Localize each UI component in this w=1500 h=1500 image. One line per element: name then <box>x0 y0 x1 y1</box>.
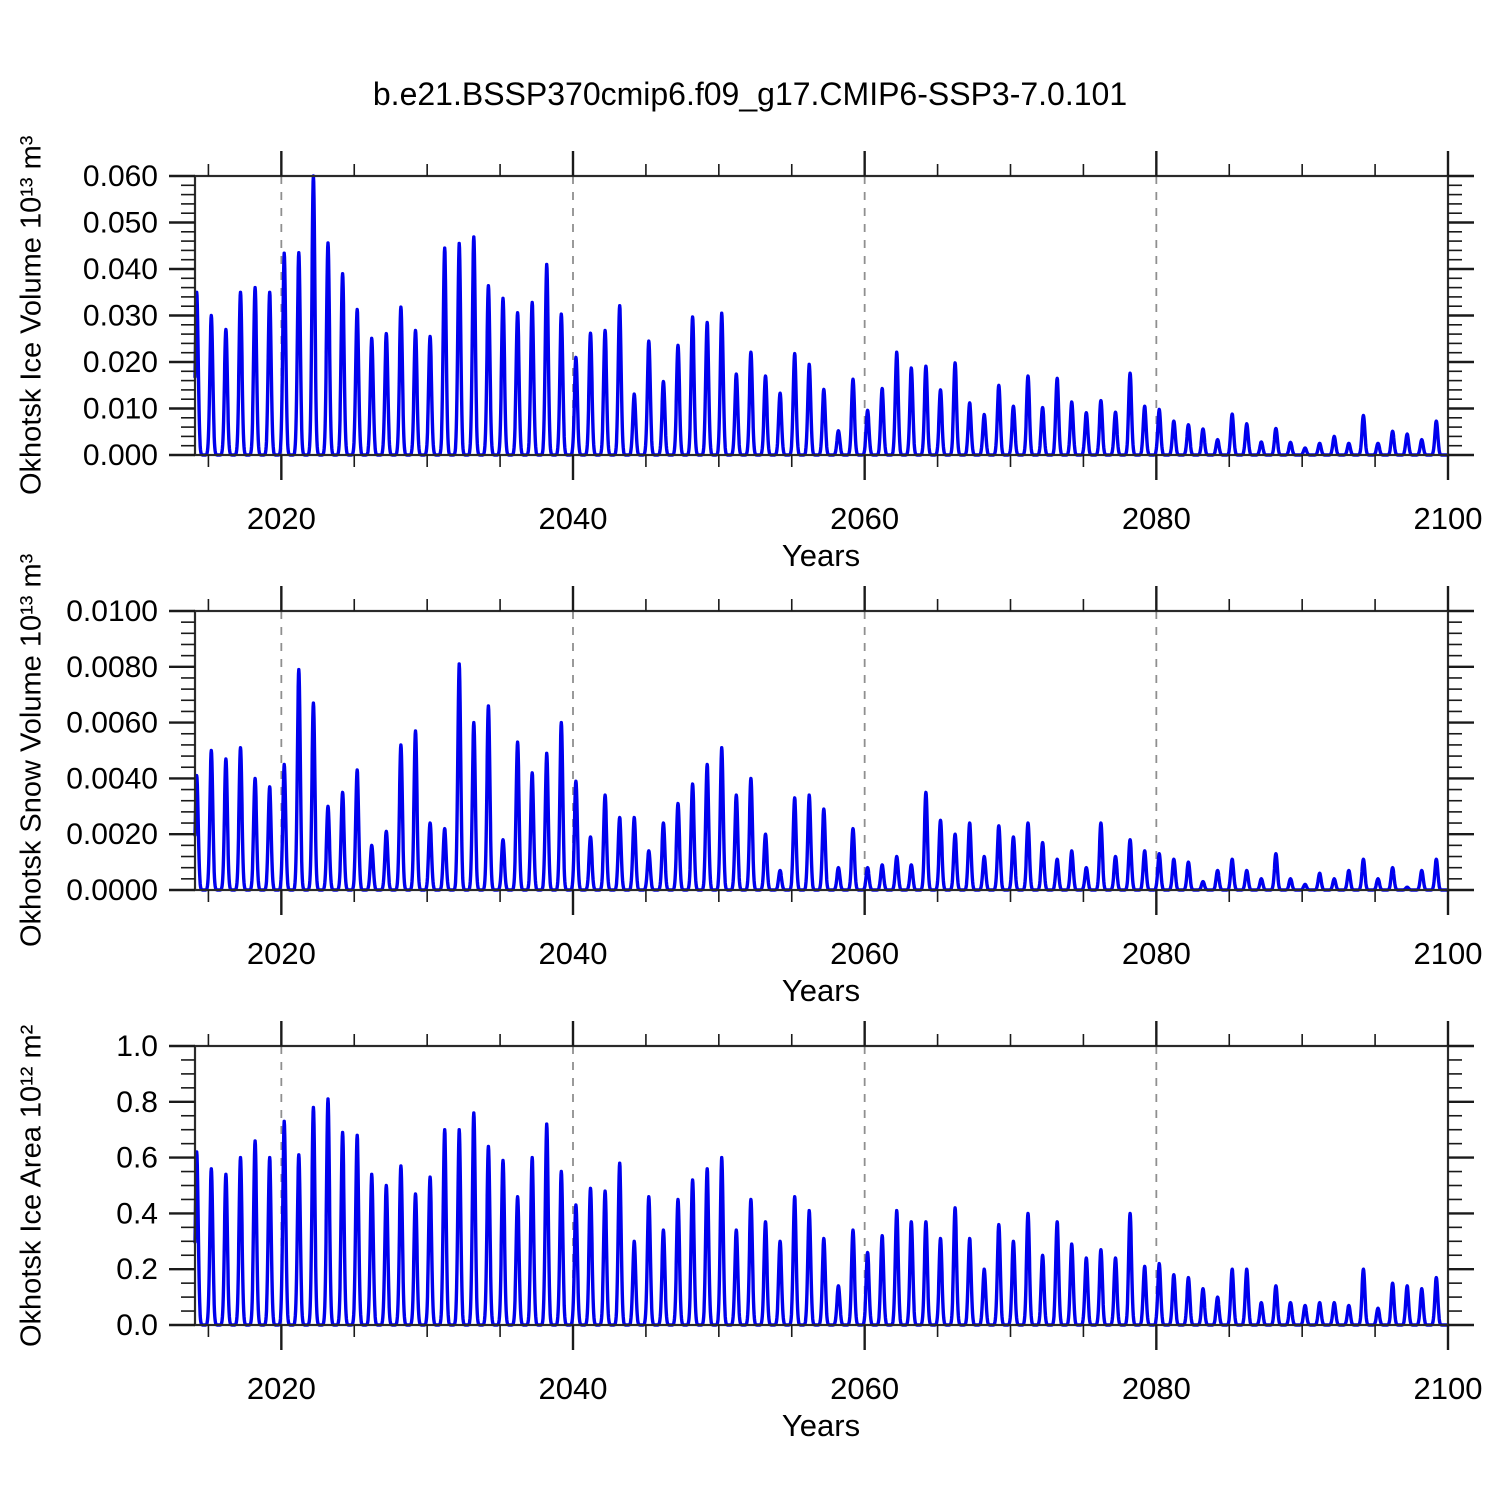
y-tick-label: 0.050 <box>83 207 158 240</box>
series-line <box>193 662 1450 892</box>
plot-snow-volume: 0.0000 0.0020 0.0040 0.0060 0.0080 0.0100 2020… <box>66 586 1483 971</box>
x-tick-label: 2100 <box>1414 936 1483 971</box>
series-line <box>193 174 1450 457</box>
y-tick-label: 0.2 <box>116 1253 158 1286</box>
x-tick-label: 2020 <box>247 501 316 536</box>
y-tick-label: 0.0 <box>116 1309 158 1342</box>
x-axis-label-years-1: Years <box>781 538 861 573</box>
panel-ice-area: Okhotsk Ice Area 10¹² m² 0.0 0.2 0.4 0.6 0.8… <box>0 1000 1500 1470</box>
x-tick-label: 2040 <box>539 1371 608 1406</box>
x-tick-label: 2040 <box>539 936 608 971</box>
x-tick-label: 2060 <box>830 1371 899 1406</box>
x-tick-label: 2060 <box>830 936 899 971</box>
x-tick-label: 2060 <box>830 501 899 536</box>
y-tick-label: 0.060 <box>83 160 158 193</box>
x-axis-label-years-2: Years <box>781 973 861 1008</box>
panel-ice-volume: Okhotsk Ice Volume 10¹³ m³ 0.000 0.010 0.0… <box>0 130 1500 600</box>
y-tick-label: 0.0080 <box>66 651 158 684</box>
x-tick-label: 2080 <box>1122 1371 1191 1406</box>
plot-frame <box>193 609 1450 892</box>
y-tick-label: 0.030 <box>83 300 158 333</box>
plot-ice-area: 0.0 0.2 0.4 0.6 0.8 1.0 2020 2040 2060 2080 2100 <box>116 1021 1483 1406</box>
y-tick-label: 0.0020 <box>66 818 158 851</box>
y-tick-label: 0.000 <box>83 439 158 472</box>
y-tick-label: 0.8 <box>116 1086 158 1119</box>
y-tick-label: 1.0 <box>116 1030 158 1063</box>
series-line <box>193 1097 1450 1327</box>
y-tick-label: 0.0100 <box>66 595 158 628</box>
y-tick-label: 0.0040 <box>66 762 158 795</box>
y-tick-label: 0.0000 <box>66 874 158 907</box>
x-tick-label: 2080 <box>1122 936 1191 971</box>
x-tick-label: 2080 <box>1122 501 1191 536</box>
y-tick-label: 0.6 <box>116 1142 158 1175</box>
y-tick-label: 0.010 <box>83 393 158 426</box>
x-axis-label-years-3: Years <box>781 1408 861 1443</box>
y-tick-label: 0.040 <box>83 253 158 286</box>
x-tick-label: 2100 <box>1414 1371 1483 1406</box>
y-tick-label: 0.0060 <box>66 707 158 740</box>
plot-ice-volume: 0.000 0.010 0.020 0.030 0.040 0.050 0.060 2020 2… <box>83 151 1483 536</box>
x-tick-label: 2020 <box>247 1371 316 1406</box>
x-tick-label: 2040 <box>539 501 608 536</box>
x-tick-label: 2100 <box>1414 501 1483 536</box>
panel-snow-volume: Okhotsk Snow Volume 10¹³ m³ 0.0000 0.0020… <box>0 554 1500 1035</box>
x-tick-label: 2020 <box>247 936 316 971</box>
y-tick-label: 0.020 <box>83 346 158 379</box>
figure-title: b.e21.BSSP370cmip6.f09_g17.CMIP6-SSP3-7.… <box>372 76 1128 112</box>
y-tick-label: 0.4 <box>116 1197 158 1230</box>
